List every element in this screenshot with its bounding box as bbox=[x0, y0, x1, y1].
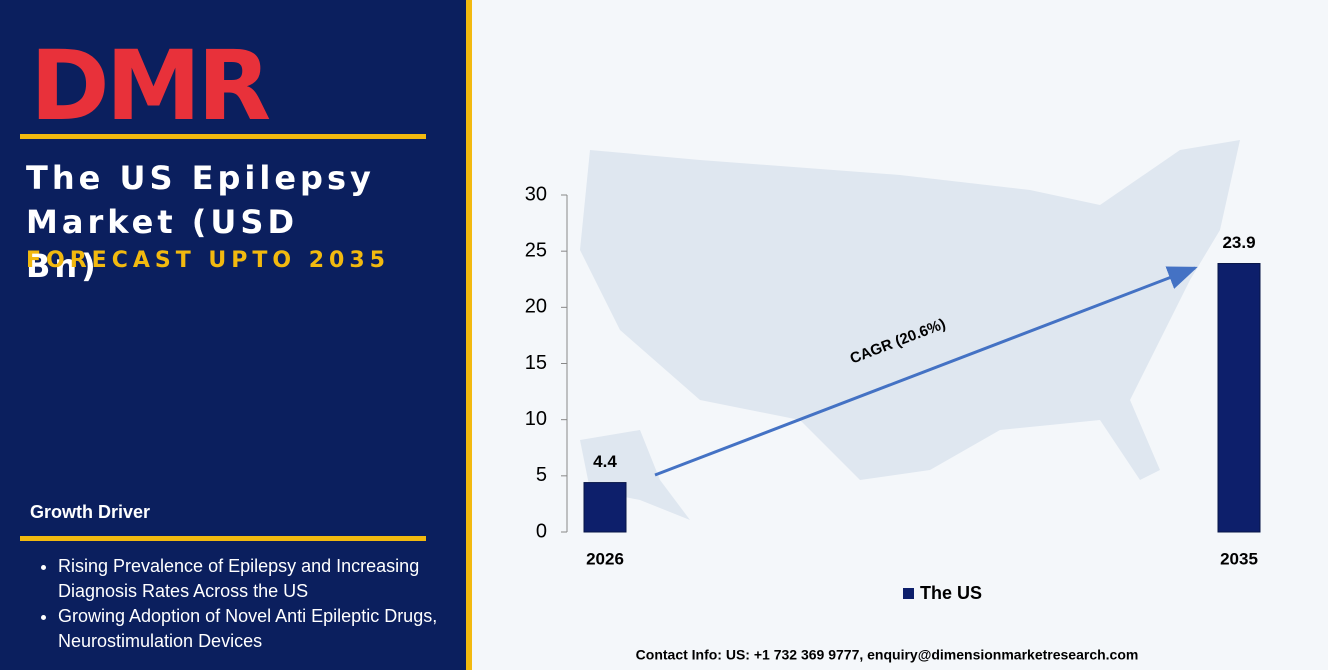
driver: Rising Prevalence of Epilepsy and Increa… bbox=[58, 554, 448, 604]
bar bbox=[583, 482, 627, 533]
stripe bbox=[466, 0, 472, 670]
y-tick-label: 20 bbox=[525, 296, 547, 318]
divider bbox=[20, 536, 426, 541]
logo: DMR bbox=[30, 30, 271, 142]
data-label: 4.4 bbox=[593, 452, 617, 471]
drivers-heading: Growth Driver bbox=[30, 502, 151, 522]
y-tick-label: 30 bbox=[525, 183, 547, 205]
title: The US Epilepsy Market (USD Bn) bbox=[26, 159, 375, 285]
x-tick-label: 2035 bbox=[1220, 549, 1258, 568]
side-panel: DMR The US Epilepsy Market (USD Bn) FORE… bbox=[0, 0, 466, 670]
bar bbox=[1217, 263, 1261, 533]
cagr-arrow bbox=[654, 266, 1198, 477]
y-tick-label: 25 bbox=[525, 239, 547, 261]
contact: Contact Info: US: +1 732 369 9777, enqui… bbox=[636, 647, 1139, 663]
map bbox=[580, 430, 690, 520]
divider bbox=[20, 134, 426, 139]
legend-label: The US bbox=[920, 583, 982, 603]
y-tick-label: 15 bbox=[525, 352, 547, 374]
y-tick-label: 0 bbox=[536, 520, 547, 542]
data-label: 23.9 bbox=[1222, 233, 1255, 252]
subtitle: FORECAST UPTO 2035 bbox=[26, 248, 390, 273]
legend-swatch bbox=[903, 588, 914, 599]
y-tick-label: 5 bbox=[536, 464, 547, 486]
drivers: Rising Prevalence of Epilepsy and Increa… bbox=[30, 554, 448, 654]
map bbox=[580, 140, 1240, 480]
y-tick-label: 10 bbox=[525, 408, 547, 430]
x-tick-label: 2026 bbox=[586, 549, 624, 568]
driver: Growing Adoption of Novel Anti Epileptic… bbox=[58, 604, 448, 654]
